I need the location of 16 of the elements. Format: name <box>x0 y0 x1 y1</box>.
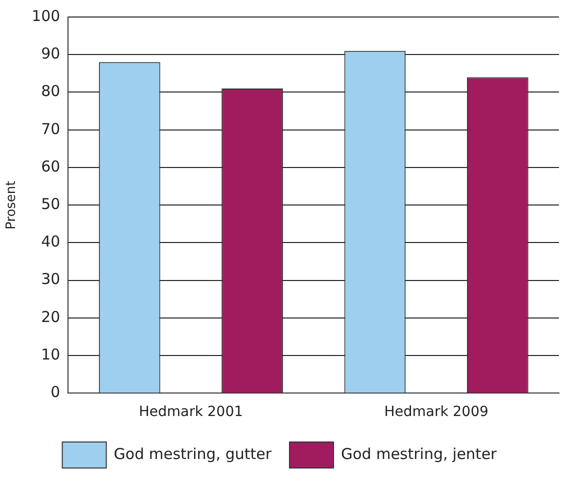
y-tick-label: 10 <box>41 345 60 364</box>
legend-label: God mestring, gutter <box>114 444 272 463</box>
x-tick-label: Hedmark 2001 <box>138 404 244 420</box>
y-tick-label: 60 <box>41 157 60 176</box>
y-tick-label: 50 <box>41 194 60 213</box>
y-tick-label: 40 <box>41 232 60 251</box>
y-tick-label: 30 <box>41 270 60 288</box>
legend-label: God mestring, jenter <box>341 444 498 463</box>
y-tick-label: 70 <box>41 120 60 138</box>
y-tick-label: 20 <box>41 308 60 326</box>
y-tick-label: 80 <box>41 82 60 100</box>
y-tick-label: 100 <box>32 6 60 25</box>
x-tick-label: Hedmark 2009 <box>384 404 488 420</box>
y-axis-title: Prosent <box>4 180 20 230</box>
y-tick-label: 0 <box>50 383 60 402</box>
y-tick-label: 90 <box>41 44 60 63</box>
